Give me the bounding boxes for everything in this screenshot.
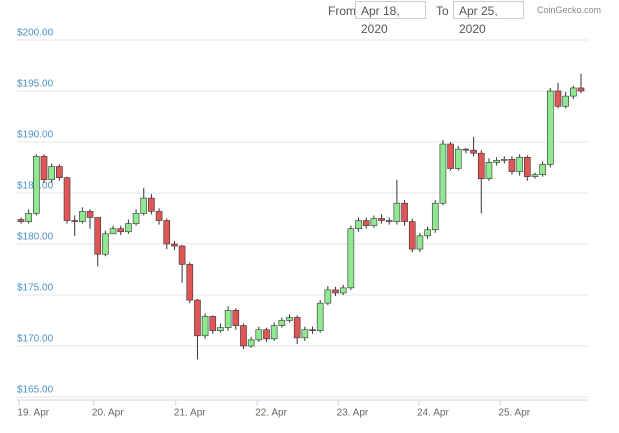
candle-body	[462, 148, 470, 151]
candle-body	[63, 177, 71, 221]
candle-body	[539, 164, 546, 175]
candle-body	[431, 202, 439, 231]
x-tick-label: 23. Apr	[337, 408, 369, 419]
candle-body	[56, 166, 63, 178]
candle-body	[286, 317, 293, 321]
candle-body	[117, 228, 125, 233]
y-tick-label: $175.00	[17, 283, 54, 294]
candle-body	[270, 325, 278, 340]
to-input[interactable]: Apr 25, 2020	[453, 1, 524, 36]
candle-body	[477, 152, 485, 180]
candle-body	[500, 159, 508, 161]
y-tick-label: $200.00	[17, 28, 54, 39]
candle-body	[393, 202, 401, 222]
candle-body	[339, 287, 347, 294]
candle-body	[209, 316, 217, 332]
candle-body	[370, 218, 378, 226]
candle-body	[155, 211, 163, 221]
y-tick-label: $180.00	[17, 232, 54, 243]
x-tick-label: 21. Apr	[174, 408, 206, 419]
candle-body	[316, 302, 324, 332]
candle-body	[86, 211, 94, 218]
candle-body	[194, 299, 201, 337]
y-tick-label: $165.00	[17, 385, 54, 396]
candle-body	[424, 229, 431, 237]
candle-body	[148, 197, 155, 212]
candle-body	[109, 228, 117, 235]
candle-body	[293, 317, 301, 339]
candle-body	[324, 289, 332, 304]
candle-body	[71, 220, 78, 222]
candle-body	[94, 217, 102, 255]
candle-body	[416, 235, 424, 250]
candle-body	[217, 327, 224, 332]
candle-body	[132, 213, 140, 224]
candle-body	[140, 197, 148, 214]
candle-body	[332, 289, 339, 294]
candle-body	[17, 219, 25, 222]
candle-body	[25, 213, 32, 222]
candle-body	[33, 155, 40, 214]
candle-body	[232, 309, 240, 326]
y-tick-label: $195.00	[17, 79, 54, 90]
candle-body	[362, 220, 370, 226]
candle-body	[163, 220, 171, 245]
candle-body	[79, 211, 86, 222]
candle-body	[531, 174, 539, 177]
candle-body	[577, 87, 585, 92]
candle-body	[401, 202, 408, 222]
candle-body	[278, 320, 286, 326]
candle-body	[102, 233, 109, 255]
candle-body	[570, 87, 577, 97]
from-label: From	[328, 4, 356, 18]
x-tick-label: 20. Apr	[92, 408, 124, 419]
candle-body	[516, 157, 523, 172]
candle-body	[378, 218, 385, 221]
x-tick-label: 25. Apr	[498, 408, 530, 419]
candle-body	[547, 90, 554, 165]
candle-body	[125, 223, 132, 233]
credit[interactable]: CoinGecko.com	[537, 5, 602, 15]
candle-body	[347, 228, 355, 289]
candle-body	[408, 221, 416, 250]
from-input[interactable]: Apr 18, 2020	[355, 1, 426, 36]
candle-body	[554, 90, 562, 107]
x-tick-label: 22. Apr	[255, 408, 287, 419]
candle-body	[524, 157, 531, 177]
candle-body	[186, 264, 194, 301]
y-tick-label: $190.00	[17, 130, 54, 141]
candle-body	[562, 95, 569, 107]
y-tick-label: $170.00	[17, 334, 54, 345]
candle-body	[171, 243, 178, 247]
candle-body	[309, 329, 316, 331]
candle-body	[48, 166, 55, 181]
candle-body	[247, 339, 255, 347]
candle-body	[301, 329, 309, 339]
candle-body	[508, 159, 516, 172]
candle-body	[201, 316, 209, 337]
candle-body	[454, 148, 462, 169]
candle-body	[40, 155, 48, 181]
candle-body	[263, 329, 270, 340]
candle-body	[355, 220, 362, 229]
x-tick-label: 24. Apr	[417, 408, 449, 419]
candle-body	[447, 143, 454, 169]
candle-body	[255, 329, 263, 341]
to-label: To	[436, 4, 449, 18]
candle-body	[385, 220, 393, 222]
candle-body	[485, 162, 493, 180]
candle-body	[439, 143, 447, 204]
candle-body	[493, 160, 500, 163]
candle-body	[470, 149, 477, 154]
candle-body	[240, 325, 247, 347]
x-tick-label: 19. Apr	[17, 408, 49, 419]
candle-body	[224, 309, 232, 328]
candle-body	[178, 245, 186, 265]
